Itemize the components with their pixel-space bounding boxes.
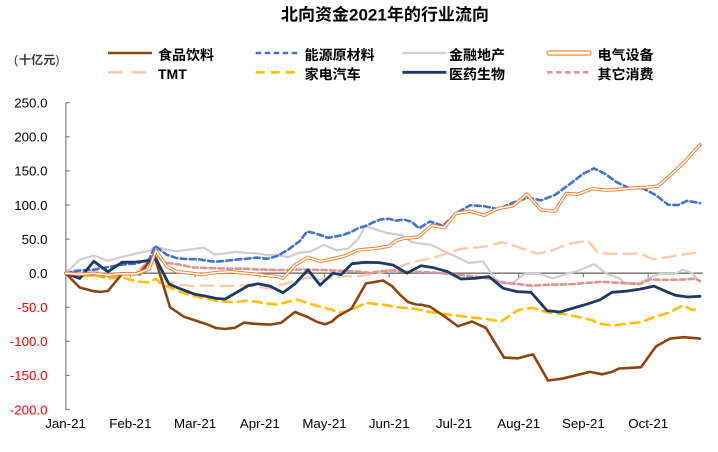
svg-text:250.0: 250.0 — [14, 96, 47, 111]
svg-text:Oct-21: Oct-21 — [628, 416, 668, 431]
svg-text:-150.0: -150.0 — [10, 368, 48, 383]
svg-text:-200.0: -200.0 — [10, 402, 48, 417]
svg-text:Feb-21: Feb-21 — [109, 416, 151, 431]
svg-text:150.0: 150.0 — [14, 164, 47, 179]
svg-text:Aug-21: Aug-21 — [497, 416, 540, 431]
svg-text:Jan-21: Jan-21 — [45, 416, 86, 431]
svg-text:Jul-21: Jul-21 — [436, 416, 472, 431]
svg-text:): ) — [55, 53, 59, 67]
svg-text:Sep-21: Sep-21 — [562, 416, 605, 431]
svg-text:2021: 2021 — [349, 5, 387, 24]
svg-text:0.0: 0.0 — [29, 266, 48, 281]
svg-text:50.0: 50.0 — [22, 232, 48, 247]
svg-text:Jun-21: Jun-21 — [369, 416, 410, 431]
svg-text:100.0: 100.0 — [14, 198, 47, 213]
svg-text:Mar-21: Mar-21 — [174, 416, 216, 431]
svg-text:Apr-21: Apr-21 — [240, 416, 280, 431]
svg-text:(: ( — [14, 53, 18, 67]
svg-text:-100.0: -100.0 — [10, 334, 48, 349]
svg-text:-50.0: -50.0 — [17, 300, 47, 315]
svg-text:200.0: 200.0 — [14, 130, 47, 145]
svg-text:May-21: May-21 — [302, 416, 346, 431]
svg-text:TMT: TMT — [158, 66, 187, 82]
